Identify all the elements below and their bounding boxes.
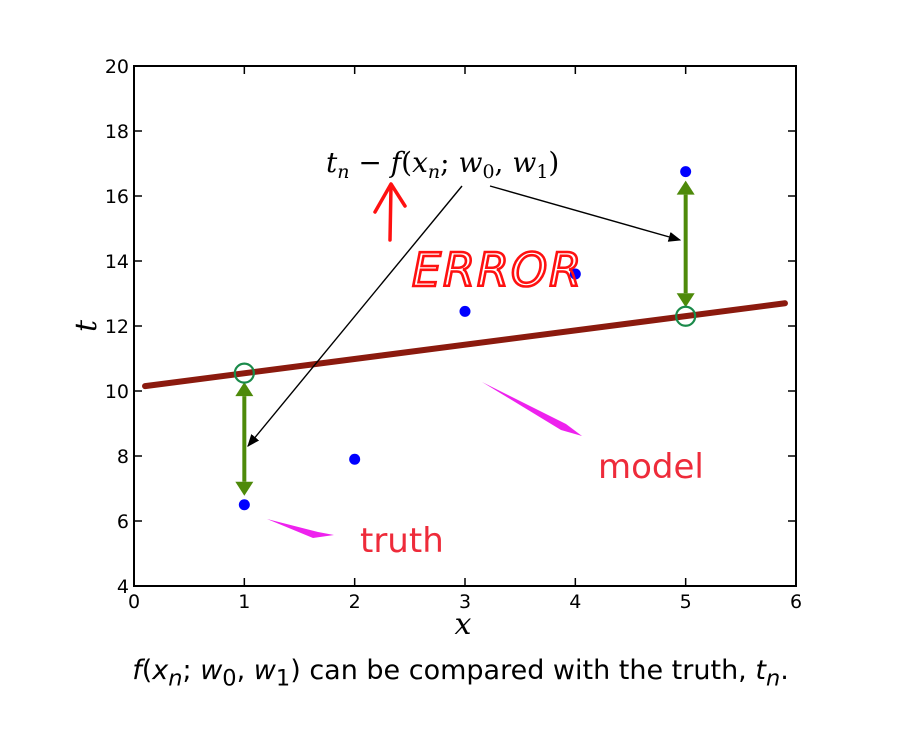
plot-area — [133, 65, 797, 587]
prediction-marker — [675, 305, 697, 327]
x-tick-label: 1 — [238, 591, 250, 613]
data-point — [569, 268, 581, 280]
caption-w1: w — [253, 655, 276, 686]
data-point — [349, 453, 361, 465]
y-tick-label: 10 — [105, 381, 129, 403]
formula-n-sub: n — [337, 161, 349, 183]
formula-semicolon: ; — [440, 146, 458, 179]
caption-x: x — [152, 655, 169, 686]
formula-paren-close: ) — [548, 146, 559, 179]
error-arrow-head-up — [235, 382, 254, 397]
caption-paren-open: ( — [141, 655, 153, 686]
x-tick-label: 6 — [790, 591, 802, 613]
formula-w0-sub: 0 — [482, 161, 494, 183]
caption-f: f — [132, 655, 142, 686]
x-tick-label: 3 — [459, 591, 471, 613]
y-tick-label: 20 — [105, 56, 129, 78]
prediction-markers — [233, 305, 697, 384]
data-point — [459, 305, 471, 317]
caption-w0: w — [200, 655, 223, 686]
caption-comma: , — [236, 655, 254, 686]
y-tick-label: 18 — [105, 121, 129, 143]
data-point — [238, 499, 250, 511]
y-tick-label: 16 — [105, 186, 129, 208]
formula-paren-open: ( — [401, 146, 412, 179]
caption-period: . — [780, 655, 789, 686]
y-tick-label: 8 — [117, 446, 129, 468]
formula-w1-sub: 1 — [536, 161, 548, 183]
error-arrow-head-up — [676, 180, 695, 195]
caption-t-sub: n — [765, 665, 781, 692]
formula-arrow-right — [489, 185, 682, 242]
x-tick-label: 4 — [569, 591, 581, 613]
truth-annotation-arrow — [267, 519, 334, 538]
truth-label: truth — [360, 521, 444, 561]
caption-w0-sub: 0 — [222, 665, 237, 692]
error-formula: tn − f(xn; w0, w1) — [326, 146, 559, 183]
y-tick-label: 14 — [105, 251, 129, 273]
x-axis-label: x — [455, 607, 472, 642]
x-tick-label: 5 — [680, 591, 692, 613]
caption-w1-sub: 1 — [275, 665, 291, 692]
y-tick-label: 6 — [117, 511, 129, 533]
model-annotation-arrow — [482, 382, 582, 436]
formula-w1: w — [512, 146, 536, 179]
formula-minus: − — [350, 146, 391, 179]
error-arrows — [235, 180, 695, 496]
model-label: model — [598, 447, 704, 487]
caption-text: ) can be compared with the truth, — [290, 655, 756, 686]
formula-comma: , — [495, 146, 513, 179]
x-tick-label: 0 — [128, 591, 140, 613]
data-points — [238, 166, 692, 511]
caption-t: t — [755, 655, 766, 686]
error-arrow-head-down — [676, 293, 695, 308]
x-tick-label: 2 — [349, 591, 361, 613]
formula-t: t — [326, 146, 338, 179]
y-tick-label: 4 — [117, 576, 129, 598]
data-point — [680, 166, 692, 178]
caption-x-sub: n — [168, 665, 183, 692]
y-tick-label: 12 — [105, 316, 129, 338]
error-arrow-head-down — [235, 481, 254, 496]
formula-arrow-left — [247, 185, 463, 447]
handwritten-error-label: ERROR — [412, 243, 583, 297]
model-line — [142, 300, 788, 390]
formula-x: x — [412, 146, 428, 179]
caption: f(xn; w0, w1) can be compared with the t… — [0, 655, 921, 691]
formula-x-sub: n — [428, 161, 440, 183]
caption-semicolon: ; — [182, 655, 201, 686]
handwritten-up-arrow — [373, 182, 407, 242]
formula-w0: w — [458, 146, 482, 179]
y-axis-label: t — [69, 319, 104, 332]
prediction-marker — [233, 362, 255, 384]
